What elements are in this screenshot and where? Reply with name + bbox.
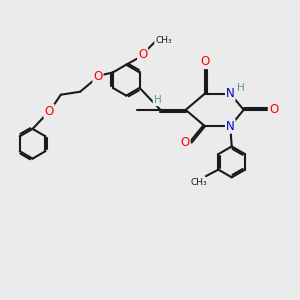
Text: O: O (93, 70, 103, 83)
Text: CH₃: CH₃ (191, 178, 207, 188)
Text: O: O (180, 136, 190, 149)
Text: H: H (154, 95, 161, 105)
Text: O: O (138, 48, 147, 61)
Text: N: N (226, 87, 235, 100)
Text: O: O (44, 105, 54, 118)
Text: O: O (269, 103, 279, 116)
Text: O: O (200, 55, 210, 68)
Text: N: N (226, 120, 235, 133)
Text: CH₃: CH₃ (155, 36, 172, 45)
Text: H: H (237, 82, 244, 93)
